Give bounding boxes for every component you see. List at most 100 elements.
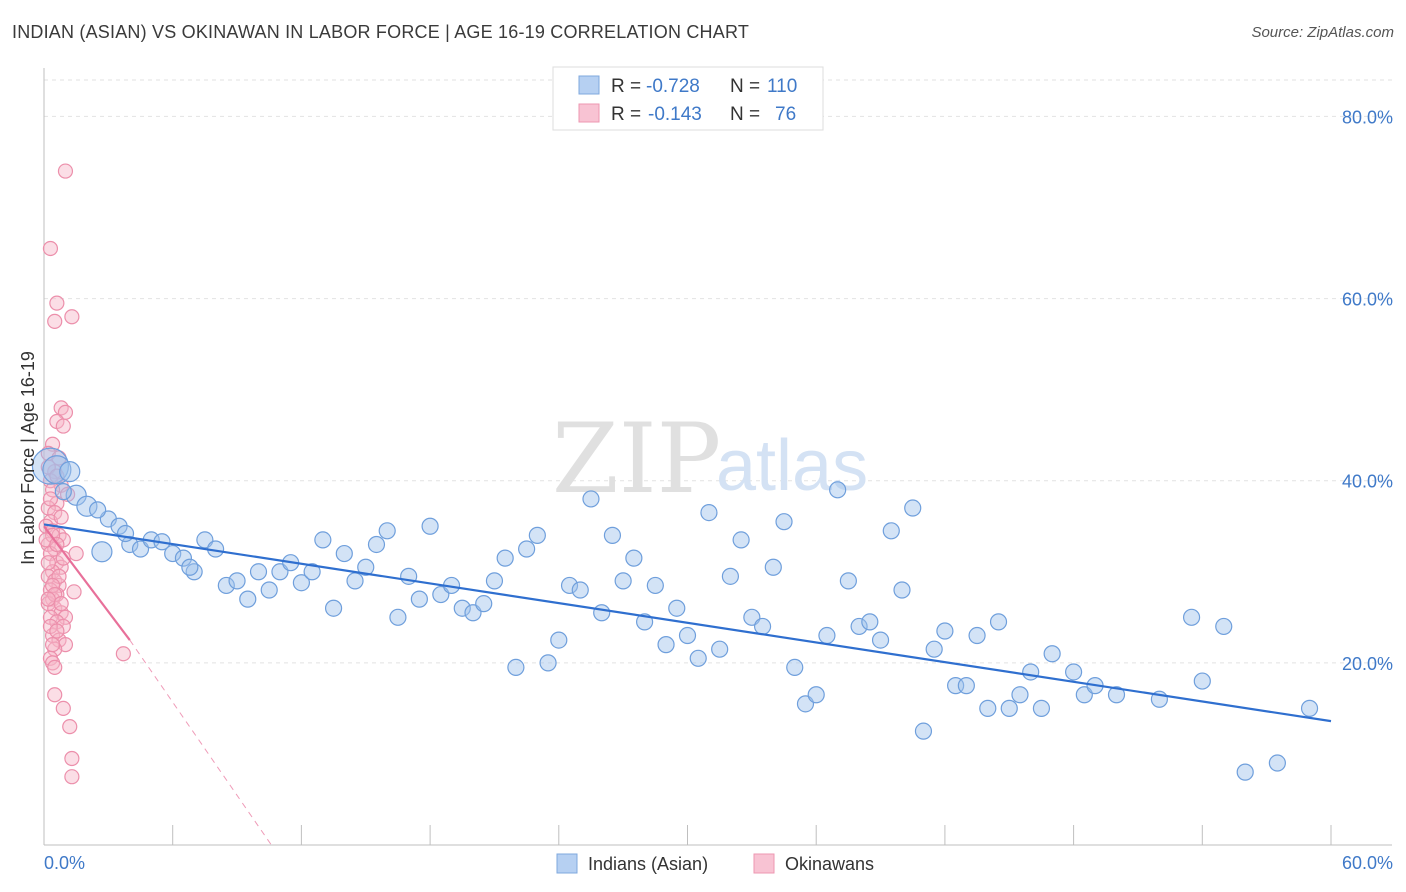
indian-point-90 <box>1011 686 1029 704</box>
watermark-zip: ZIP <box>552 403 721 515</box>
indian-point-97 <box>1107 686 1126 704</box>
okinawan-point-43 <box>57 609 74 625</box>
indian-point-61 <box>700 503 718 522</box>
okinawan-point-71 <box>40 591 56 607</box>
indian-trend-line <box>43 523 1332 723</box>
chart-title: INDIAN (ASIAN) VS OKINAWAN IN LABOR FORC… <box>12 22 750 42</box>
legend-r-value-okinawans: -0.143 <box>648 104 702 125</box>
okinawan-point-8 <box>55 418 71 434</box>
indian-point-54 <box>625 549 643 567</box>
indian-point-92 <box>1032 699 1051 717</box>
x-tick-label-min: 0.0% <box>44 853 85 873</box>
x-tick-label-max: 60.0% <box>1342 853 1393 873</box>
okinawan-point-72 <box>53 596 69 612</box>
indian-point-49 <box>571 581 589 599</box>
indian-point-64 <box>732 531 750 549</box>
indian-point-100 <box>1193 672 1211 690</box>
legend-n-label-okinawans: N = <box>730 104 760 125</box>
legend-n-label-indians: N = <box>730 76 760 97</box>
indian-point-99 <box>1182 608 1201 626</box>
indian-point-43 <box>507 658 525 677</box>
indian-point-68 <box>775 513 793 531</box>
indian-point-27 <box>335 544 353 563</box>
legend-r-label-okinawans: R = <box>611 104 641 125</box>
legend-swatch-indians <box>578 75 600 95</box>
indian-point-25 <box>314 531 332 549</box>
indian-point-40 <box>475 595 493 613</box>
indian-point-94 <box>1064 663 1083 681</box>
indian-point-82 <box>925 640 943 658</box>
indian-point-62 <box>711 640 729 658</box>
legend-swatch-okinawans <box>578 103 600 123</box>
y-tick-label-40: 40.0% <box>1342 472 1393 492</box>
source-credit: Source: ZipAtlas.com <box>1251 24 1394 41</box>
indian-point-0 <box>31 447 70 485</box>
indian-point-51 <box>593 604 611 622</box>
indian-point-74 <box>839 572 857 590</box>
indian-point-24 <box>303 563 321 581</box>
watermark: ZIP atlas <box>552 403 868 515</box>
okinawan-point-57 <box>64 750 80 767</box>
indian-point-60 <box>689 649 707 667</box>
indian-point-104 <box>1300 699 1319 717</box>
indian-point-34 <box>410 590 428 608</box>
indian-point-18 <box>239 590 257 608</box>
indian-point-11 <box>164 544 182 563</box>
okinawan-point-52 <box>47 659 63 676</box>
okinawan-trend-line <box>43 525 131 641</box>
legend-r-label-indians: R = <box>611 76 641 97</box>
indian-point-85 <box>957 677 975 695</box>
indian-point-9 <box>91 541 113 563</box>
indian-point-16 <box>217 576 235 595</box>
okinawan-point-55 <box>55 700 71 716</box>
trend-lines <box>43 523 1332 846</box>
okinawan-point-61 <box>42 491 59 507</box>
indian-point-26 <box>324 599 343 617</box>
indian-point-63 <box>721 567 740 585</box>
indian-point-66 <box>753 617 772 636</box>
indian-point-76 <box>861 613 879 631</box>
okinawan-trend-extension <box>129 639 272 846</box>
indian-point-93 <box>1043 645 1061 663</box>
indian-point-47 <box>550 631 568 649</box>
indian-point-56 <box>646 576 664 595</box>
indian-point-79 <box>893 581 911 599</box>
indian-point-58 <box>668 599 686 617</box>
bottom-legend-swatch-indians <box>556 853 578 874</box>
indian-point-38 <box>453 599 471 617</box>
indian-point-109 <box>181 558 199 576</box>
indian-point-50 <box>582 490 600 508</box>
indian-point-53 <box>614 572 632 590</box>
okinawan-point-53 <box>115 646 131 662</box>
okinawan-point-54 <box>47 687 63 703</box>
indian-point-30 <box>367 535 386 554</box>
indian-point-29 <box>357 558 375 576</box>
indian-point-45 <box>528 526 546 544</box>
okinawan-point-2 <box>49 295 65 311</box>
indian-point-73 <box>829 481 847 499</box>
y-axis-label: In Labor Force | Age 16-19 <box>18 351 38 565</box>
indian-point-20 <box>260 581 278 599</box>
indian-point-32 <box>389 608 407 626</box>
indian-point-44 <box>518 540 536 558</box>
indian-point-59 <box>678 626 697 645</box>
indian-point-71 <box>807 686 825 704</box>
indian-point-80 <box>904 499 922 517</box>
indian-point-31 <box>378 522 396 540</box>
okinawan-point-75 <box>44 637 61 653</box>
series-okinawans-points <box>38 163 131 785</box>
indian-point-91 <box>1022 663 1040 681</box>
okinawan-point-74 <box>49 623 65 639</box>
okinawan-point-4 <box>64 309 80 325</box>
okinawan-point-28 <box>68 545 84 562</box>
indian-point-75 <box>850 617 868 636</box>
indian-point-17 <box>228 572 246 590</box>
watermark-atlas: atlas <box>716 426 868 506</box>
indian-point-89 <box>1000 699 1018 717</box>
grid-lines <box>44 79 1392 664</box>
indian-point-88 <box>989 613 1008 631</box>
indian-point-52 <box>603 526 622 544</box>
series-indians-points <box>31 447 1319 781</box>
legend-n-value-indians: 110 <box>767 76 797 97</box>
